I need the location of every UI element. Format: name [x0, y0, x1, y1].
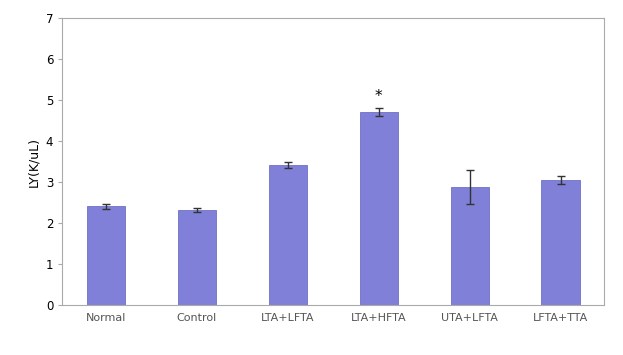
- Bar: [178, 209, 216, 305]
- Bar: [269, 165, 307, 305]
- Bar: [450, 187, 489, 305]
- Y-axis label: LY(K/uL): LY(K/uL): [27, 137, 40, 186]
- Bar: [359, 112, 398, 305]
- Bar: [87, 206, 125, 305]
- Bar: [541, 180, 579, 305]
- Text: *: *: [375, 89, 383, 104]
